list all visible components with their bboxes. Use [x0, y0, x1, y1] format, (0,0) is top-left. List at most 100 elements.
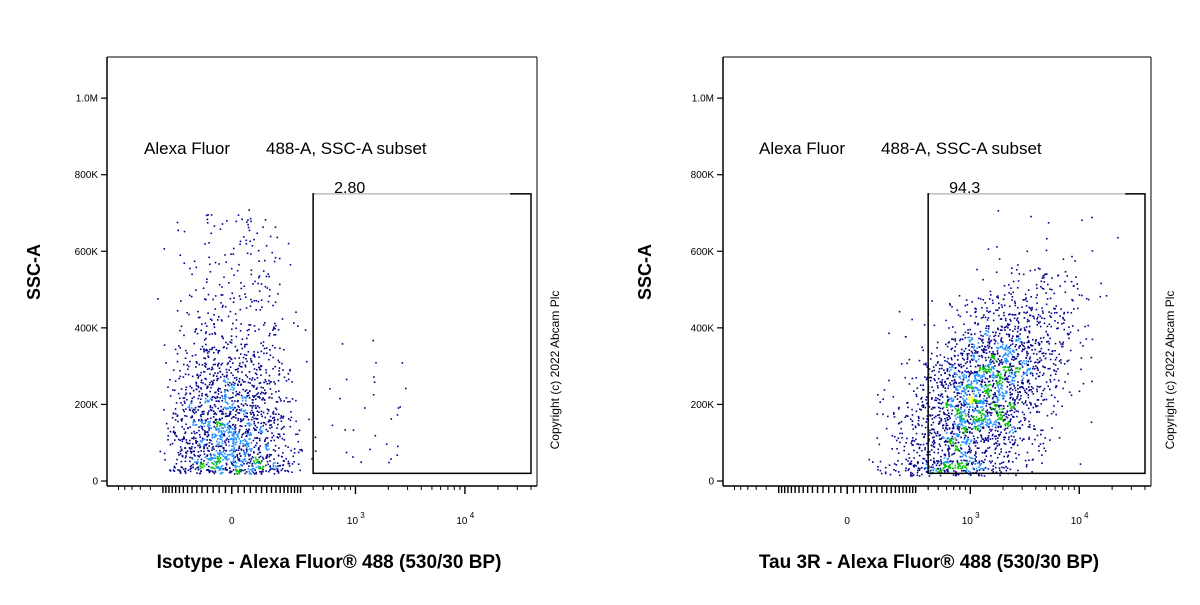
event-dot	[211, 458, 213, 461]
event-dot	[935, 364, 937, 366]
event-dot	[971, 359, 974, 361]
event-dot	[954, 442, 957, 444]
event-dot	[185, 415, 188, 417]
event-dot	[238, 429, 241, 431]
event-dot	[982, 365, 985, 368]
event-dot	[226, 454, 229, 456]
event-dot	[234, 456, 236, 458]
event-dot	[191, 415, 193, 417]
event-dot	[964, 399, 966, 402]
event-dot	[1002, 298, 1005, 301]
event-dot	[192, 424, 194, 426]
event-dot	[933, 468, 936, 470]
event-dot	[1011, 426, 1013, 429]
event-dot	[190, 400, 193, 403]
event-dot	[208, 445, 210, 447]
event-dot	[961, 462, 963, 464]
event-dot	[224, 426, 226, 428]
event-dot	[905, 414, 908, 417]
event-dot	[244, 443, 247, 446]
event-dot	[955, 470, 957, 473]
event-dot	[983, 439, 985, 442]
event-dot	[248, 324, 250, 326]
event-dot	[229, 470, 231, 472]
event-dot	[963, 410, 965, 413]
event-dot	[1041, 374, 1044, 376]
event-dot	[993, 342, 996, 345]
event-dot	[949, 304, 951, 306]
event-dot	[1015, 348, 1018, 351]
event-dot	[957, 435, 959, 437]
event-dot	[227, 384, 230, 386]
event-dot	[1031, 344, 1034, 347]
event-dot	[1031, 349, 1033, 351]
event-dot	[974, 463, 976, 465]
event-dot	[981, 438, 984, 440]
event-dot	[996, 246, 998, 248]
event-dot	[270, 468, 272, 470]
event-dot	[957, 426, 959, 428]
event-dot	[1023, 360, 1025, 362]
event-dot	[1011, 372, 1013, 375]
event-dot	[973, 390, 975, 392]
event-dot	[952, 424, 955, 426]
event-dot	[276, 470, 279, 473]
event-dot	[1005, 415, 1008, 418]
event-dot	[986, 310, 988, 312]
event-dot	[973, 438, 976, 440]
event-dot	[971, 382, 973, 384]
event-dot	[1105, 295, 1108, 297]
event-dot	[260, 431, 262, 433]
event-dot	[959, 465, 962, 468]
event-dot	[999, 393, 1002, 396]
event-dot	[208, 422, 211, 425]
event-dot	[1007, 368, 1010, 371]
event-dot	[241, 379, 244, 381]
event-dot	[1026, 381, 1029, 384]
event-dot	[203, 410, 205, 413]
event-dot	[195, 440, 197, 442]
event-dot	[1033, 425, 1035, 427]
event-dot	[876, 413, 879, 415]
event-dot	[1037, 313, 1040, 316]
event-dot	[989, 438, 992, 440]
event-dot	[1044, 273, 1047, 275]
event-dot	[976, 268, 978, 271]
event-dot	[1001, 326, 1003, 328]
event-dot	[271, 397, 273, 399]
event-dot	[213, 314, 215, 316]
event-dot	[221, 471, 224, 474]
event-dot	[258, 411, 260, 413]
event-dot	[246, 442, 249, 445]
event-dot	[1004, 425, 1007, 427]
event-dot	[190, 295, 193, 298]
event-dot	[1009, 351, 1011, 353]
event-dot	[950, 348, 953, 351]
event-dot	[944, 444, 947, 446]
event-dot	[944, 390, 947, 392]
event-dot	[212, 298, 214, 301]
event-dot	[1064, 280, 1066, 283]
event-dot	[223, 455, 225, 458]
event-dot	[957, 467, 960, 470]
event-dot	[993, 335, 995, 338]
event-dot	[233, 274, 235, 276]
event-dot	[247, 448, 249, 451]
event-dot	[245, 428, 248, 431]
event-dot	[191, 437, 193, 440]
event-dot	[966, 303, 969, 306]
event-dot	[968, 445, 970, 448]
event-dot	[987, 370, 990, 372]
event-dot	[237, 383, 239, 386]
event-dot	[1043, 281, 1046, 283]
event-dot	[277, 418, 279, 421]
event-dot	[1036, 358, 1039, 361]
event-dot	[199, 463, 202, 465]
event-dot	[975, 426, 978, 428]
event-dot	[216, 425, 218, 428]
event-dot	[238, 406, 240, 408]
event-dot	[218, 431, 220, 433]
event-dot	[190, 432, 193, 434]
event-dot	[1047, 385, 1050, 388]
